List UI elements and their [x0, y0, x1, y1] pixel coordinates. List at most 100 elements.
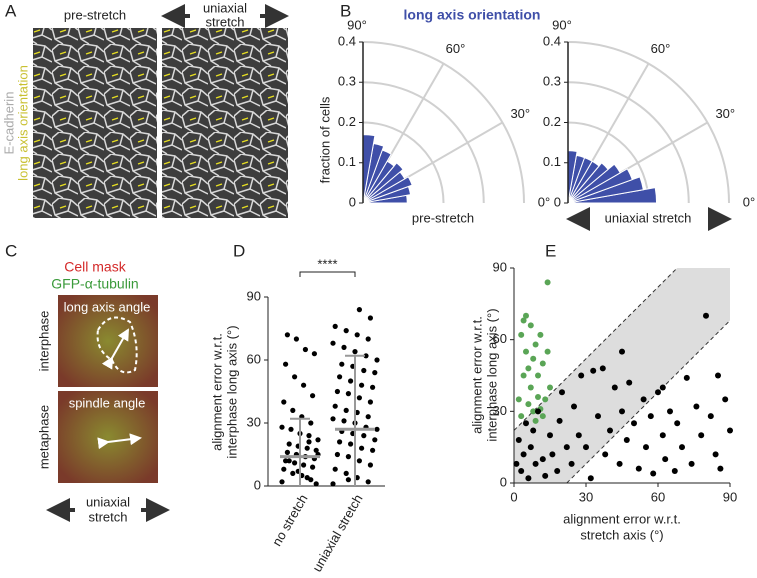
dot [343, 407, 349, 413]
dot [370, 447, 376, 453]
point [518, 331, 525, 338]
point [616, 460, 623, 467]
point [525, 475, 532, 482]
dot [332, 323, 338, 329]
point [527, 384, 534, 391]
dot [284, 332, 290, 338]
grid-arc [567, 121, 650, 204]
y-tick-label: 30 [247, 414, 261, 429]
dot [359, 382, 365, 388]
image-label: long axis angle [64, 299, 151, 314]
dot [302, 346, 308, 353]
point [683, 374, 690, 381]
point [722, 396, 729, 403]
panel-letter: C [5, 241, 17, 260]
r-tick-label: 0 [349, 194, 356, 209]
point [547, 432, 553, 439]
x-tick-label: uniaxial stretch [309, 492, 365, 573]
point [559, 389, 565, 396]
dot [306, 433, 312, 439]
point [527, 322, 534, 329]
image-label: pre-stretch [64, 7, 126, 22]
dot [330, 340, 336, 346]
dot [343, 470, 349, 476]
dot [284, 449, 290, 455]
point [662, 456, 669, 463]
point [556, 417, 563, 424]
y-tick-label: 0 [500, 474, 507, 489]
dot [363, 353, 369, 359]
point [671, 468, 678, 475]
dot [365, 479, 371, 485]
dot [313, 447, 319, 453]
x-tick-label: 30 [579, 489, 593, 504]
point [532, 460, 539, 467]
dot [345, 454, 351, 460]
r-tick-label: 0.3 [543, 74, 561, 89]
dot [308, 420, 314, 426]
dot [286, 441, 292, 447]
angle-tick-label: 60° [651, 41, 671, 56]
r-tick-label: 0.1 [543, 154, 561, 169]
dot [279, 479, 285, 485]
dot [356, 458, 362, 464]
r-tick-label: 0.4 [543, 33, 561, 48]
grid-arc [567, 81, 690, 204]
panel-letter: A [5, 1, 17, 20]
point [520, 317, 527, 324]
point [667, 408, 673, 415]
point [532, 417, 539, 424]
point [542, 472, 549, 479]
dot [356, 307, 362, 313]
point [698, 432, 705, 439]
panel-letter: E [545, 241, 556, 260]
image-label: stretch [205, 14, 244, 29]
point [539, 360, 546, 367]
dot [345, 477, 351, 483]
dot [334, 388, 340, 395]
point [568, 460, 575, 467]
x-tick-label: 90 [723, 489, 737, 504]
point [688, 460, 695, 467]
dot [343, 328, 349, 334]
stretch-label: stretch [88, 509, 127, 524]
dot [290, 407, 296, 413]
point [523, 420, 529, 427]
dot [283, 361, 289, 367]
dot [281, 466, 287, 472]
point [674, 420, 681, 427]
x-tick-label: 60 [651, 489, 665, 504]
point [554, 468, 561, 475]
point [578, 372, 585, 379]
point [727, 427, 733, 434]
spindle-arrow [97, 433, 142, 450]
point [530, 355, 537, 362]
dot [306, 439, 312, 445]
point [715, 372, 721, 379]
point [544, 279, 551, 286]
grid-arc [362, 121, 445, 204]
dot [330, 481, 336, 487]
y-tick-label: 90 [247, 288, 261, 303]
dot [367, 399, 373, 405]
point [525, 401, 532, 408]
point [523, 312, 529, 319]
dot [311, 351, 317, 357]
channel-label: Cell mask [64, 259, 126, 275]
stain-label: E-cadherin [1, 92, 16, 155]
point [571, 403, 577, 410]
point [611, 384, 618, 391]
point [717, 465, 724, 472]
dot [365, 336, 371, 342]
wedge [567, 162, 609, 204]
point [515, 437, 522, 443]
y-axis-label: fraction of cells [317, 96, 332, 183]
panel-letter: B [340, 1, 351, 20]
angle-tick-label: 30° [715, 106, 735, 121]
stretch-label: uniaxial [86, 494, 130, 509]
grid-arc [567, 41, 730, 204]
dot [341, 344, 347, 350]
y-tick-label: 30 [493, 403, 507, 418]
point [679, 444, 685, 451]
